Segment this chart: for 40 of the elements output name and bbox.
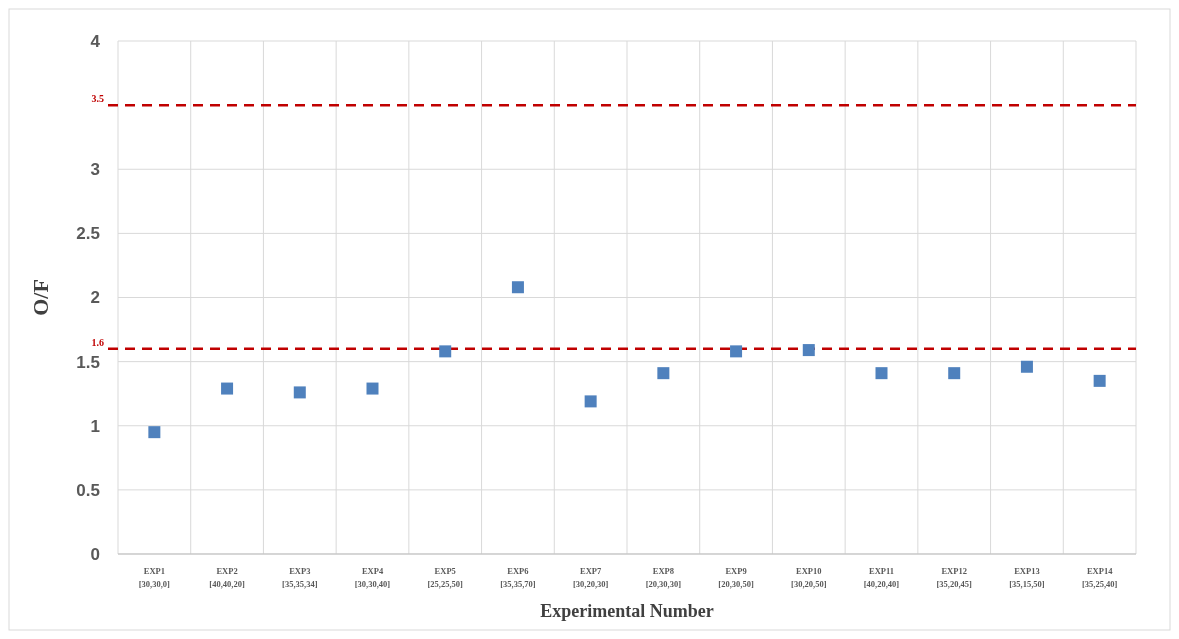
point bbox=[802, 344, 815, 357]
x-tick-label: EXP7 [30,20,30] bbox=[572, 566, 609, 589]
x-tick-label: EXP6 [35,35,70] bbox=[500, 566, 536, 589]
x-tick-label: EXP4 [30,30,40] bbox=[354, 566, 391, 589]
x-tick-label: EXP12 [35,20,45] bbox=[936, 566, 973, 589]
y-tick-label: 3 bbox=[90, 160, 100, 180]
y-tick-label: 2.5 bbox=[76, 224, 100, 244]
y-tick-label: 1 bbox=[90, 416, 100, 436]
y-axis-title: O/F bbox=[28, 279, 53, 316]
point bbox=[293, 386, 306, 399]
ref-line-label: 3.5 bbox=[91, 93, 104, 105]
x-tick-label: EXP3 [35,35,34] bbox=[282, 566, 318, 589]
x-tick-label: EXP9 [20,30,50] bbox=[718, 566, 754, 589]
y-tick-label: 4 bbox=[90, 31, 101, 51]
x-tick-label: EXP14 [35,25,40] bbox=[1081, 566, 1118, 589]
y-tick-label: 0 bbox=[90, 544, 100, 564]
x-axis-title: Experimental Number bbox=[540, 601, 714, 621]
x-tick-label: EXP1 [30,30,0] bbox=[138, 566, 171, 589]
point bbox=[584, 395, 597, 408]
point bbox=[221, 382, 234, 395]
x-tick-label: EXP8 [20,30,30] bbox=[645, 566, 682, 589]
point bbox=[730, 345, 743, 358]
point bbox=[1093, 374, 1106, 387]
x-tick-label: EXP13 [35,15,50] bbox=[1009, 566, 1045, 589]
x-tick-label: EXP2 [40,40,20] bbox=[209, 566, 245, 589]
point bbox=[511, 281, 524, 294]
x-tick-label: EXP5 [25,25,50] bbox=[427, 566, 464, 589]
x-tick-label: EXP10 [30,20,50] bbox=[791, 566, 827, 589]
y-tick-label: 0.5 bbox=[76, 480, 100, 500]
point bbox=[148, 426, 161, 439]
point bbox=[657, 367, 670, 380]
y-tick-label: 1.5 bbox=[76, 352, 100, 372]
point bbox=[366, 382, 379, 395]
point bbox=[875, 367, 888, 380]
point bbox=[948, 367, 961, 380]
point bbox=[1020, 360, 1033, 373]
ref-line-label: 1.6 bbox=[91, 336, 104, 348]
point bbox=[439, 345, 452, 358]
y-tick-label: 2 bbox=[90, 288, 100, 308]
x-tick-label: EXP11 [40,20,40] bbox=[863, 566, 900, 589]
